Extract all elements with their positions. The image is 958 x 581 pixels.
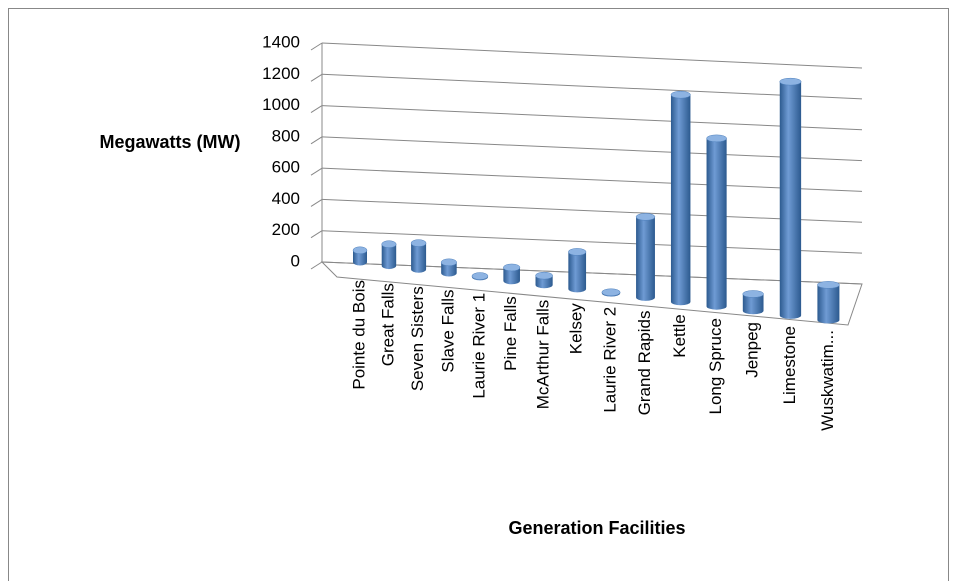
bar [670,90,691,306]
bar [742,290,764,315]
bar-part [742,293,764,315]
bar-part [535,271,553,280]
bar-part [706,138,727,310]
bar-part [381,244,397,270]
x-tick-label: Jenpeg [743,322,762,378]
bar-part [670,90,691,99]
x-tick-label: Wuskwatim... [818,330,837,431]
bar-part [817,284,840,324]
x-tick-label: Pointe du Bois [349,280,368,390]
bar-part [635,213,656,221]
bar [471,272,489,281]
grid-side [310,230,323,239]
y-tick-label: 200 [272,220,300,239]
bar-part [503,263,521,272]
y-tick-label: 1000 [262,95,300,114]
bar-part [353,250,367,266]
x-tick-label: McArthur Falls [534,300,553,410]
bar [601,288,621,297]
y-tick-label: 800 [272,126,300,145]
bar [706,134,727,310]
y-axis-title: Megawatts (MW) [99,132,241,152]
bar-part [706,134,727,143]
grid-side [310,167,323,176]
x-tick-label: Laurie River 1 [469,293,488,399]
bar [440,258,457,277]
grid-line [321,42,863,69]
bar-part [670,94,691,306]
grid-side [310,136,323,145]
bar [817,281,840,324]
bar-part [568,248,587,256]
grid-line [321,230,863,254]
bar [352,246,368,266]
bar-part [471,272,489,280]
bar-part [568,251,587,293]
grid-side [310,105,323,113]
bar [381,240,397,270]
bar [503,263,521,285]
x-tick-label: Long Spruce [706,318,725,414]
grid-line [321,167,863,192]
bar [635,213,656,301]
grid-line [321,198,863,223]
bar-part [503,267,520,285]
bar-part [410,239,427,247]
bar-part [779,77,802,86]
grid-side [310,261,323,270]
bar-part [636,216,655,301]
bar-part [601,288,621,297]
bar [779,77,802,319]
bar-part [817,281,840,289]
y-tick-label: 0 [291,251,300,270]
chart-border [8,8,949,581]
grid-side [310,73,323,82]
x-tick-label: Kelsey [567,303,586,355]
bar [410,239,427,273]
x-tick-label: Grand Rapids [635,311,654,416]
bar-part [742,290,764,298]
grid-side [310,42,323,51]
x-axis-title: Generation Facilities [508,518,686,538]
grid-line [321,73,863,100]
bar [568,248,587,293]
bar-part [381,240,397,248]
bar-part [440,258,457,267]
x-tick-label: Kettle [670,314,689,357]
bar-part [411,243,427,273]
grid-side [310,199,323,207]
bar-part [779,81,802,319]
y-tick-label: 600 [272,158,300,177]
bar-part [441,262,457,277]
y-tick-label: 1400 [262,32,300,51]
y-tick-label: 1200 [262,64,300,83]
x-tick-label: Seven Sisters [408,286,427,391]
y-tick-label: 400 [272,189,300,208]
bar-part [352,246,368,255]
grid-line [321,105,863,131]
grid-line [321,136,863,162]
x-tick-label: Laurie River 2 [600,307,619,413]
x-tick-label: Limestone [780,326,799,404]
bar [535,271,553,289]
x-tick-label: Pine Falls [501,296,520,371]
x-tick-label: Great Falls [378,283,397,366]
x-tick-label: Slave Falls [438,290,457,373]
